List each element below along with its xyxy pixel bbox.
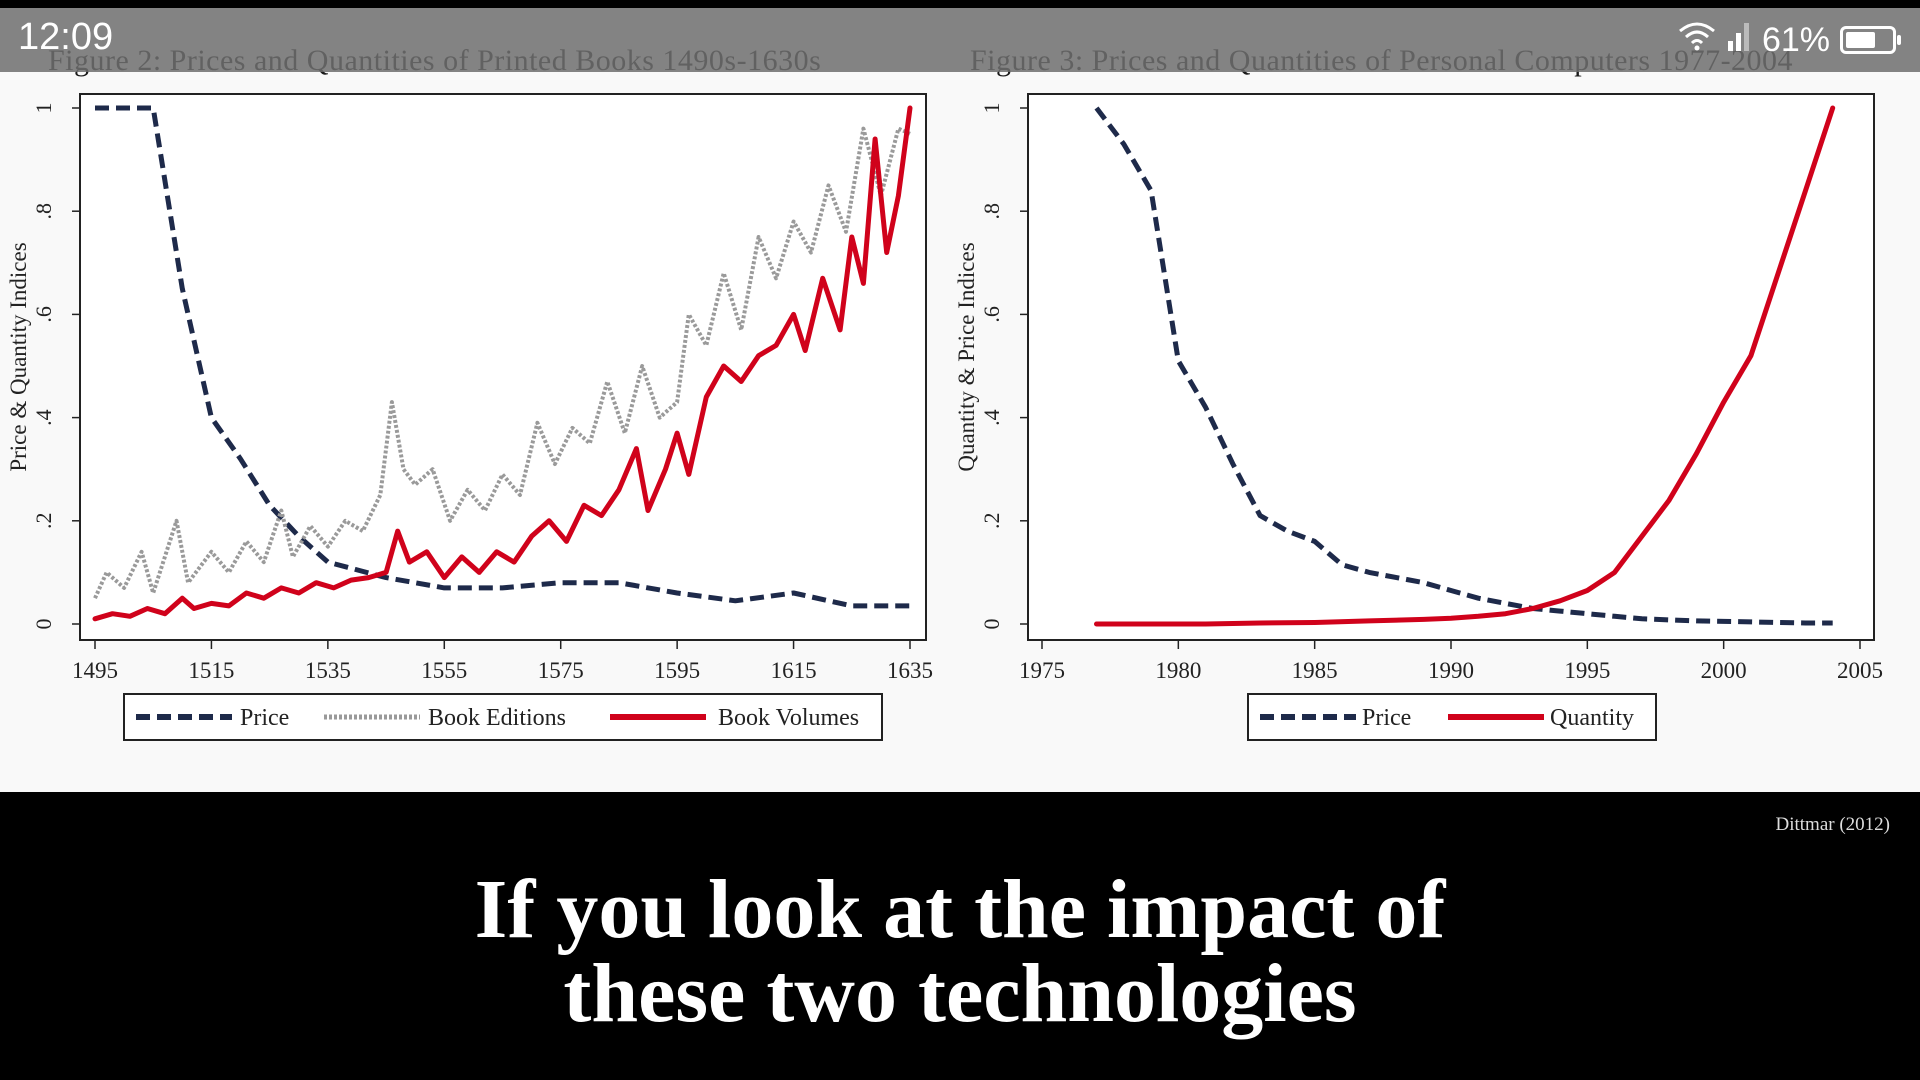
x-tick-label: 2000 [1701,658,1747,683]
legend-label: Price [1362,705,1411,731]
source-credit: Dittmar (2012) [1775,814,1890,835]
y-tick-label: .6 [31,306,56,323]
y-tick-label: 1 [31,103,56,114]
y-tick-label: .8 [31,203,56,220]
battery-icon [1840,26,1901,54]
x-tick-label: 1990 [1428,658,1474,683]
x-tick-label: 1515 [188,658,234,683]
y-tick-label: .4 [31,409,56,426]
series-line-book-volumes [92,105,913,622]
x-tick-label: 1535 [305,658,351,683]
y-tick-label: .6 [979,306,1004,323]
signal-icon [1726,21,1752,60]
legend-label: Price [240,705,289,731]
plot-area [79,93,927,641]
y-axis-label: Quantity & Price Indices [954,242,979,471]
status-time: 12:09 [18,16,114,58]
series-line-book-editions [93,126,911,600]
series-line-price [1094,106,1833,626]
x-tick-label: 1635 [887,658,933,683]
chart-books: 0 .2 .4 .6 .8 1 1495 1515 1535 1555 1575 1595 1615 16… [6,93,933,741]
legend [123,693,883,741]
legend-label: Quantity [1550,705,1634,731]
subtitle-caption: If you look at the impact of these two t… [0,868,1920,1036]
y-tick-label: 0 [979,619,1004,630]
y-tick-label: .8 [979,203,1004,220]
wifi-icon [1678,21,1716,60]
battery-percent: 61% [1761,20,1830,59]
x-tick-label: 1595 [654,658,700,683]
caption-line-2: these two technologies [563,947,1357,1040]
legend-label: Book Editions [428,705,566,731]
x-tick-label: 1495 [72,658,118,683]
y-tick-label: .4 [979,409,1004,426]
caption-line-1: If you look at the impact of [474,863,1446,956]
series-line-quantity [1094,105,1836,627]
x-tick-label: 1575 [538,658,584,683]
x-tick-label: 2005 [1837,658,1883,683]
legend-label: Book Volumes [718,705,859,731]
x-tick-label: 1980 [1155,658,1201,683]
y-tick-label: .2 [31,513,56,530]
y-axis-label: Price & Quantity Indices [6,242,31,471]
charts-canvas: 0 .2 .4 .6 .8 1 1495 1515 1535 1555 1575 1595 1615 16… [6,93,1883,741]
y-tick-label: .2 [979,513,1004,530]
x-tick-label: 1975 [1019,658,1065,683]
status-bar: 12:09 61% [0,8,1920,72]
plot-area [1027,93,1875,641]
y-tick-label: 1 [979,103,1004,114]
x-tick-label: 1615 [771,658,817,683]
x-tick-label: 1985 [1292,658,1338,683]
x-tick-label: 1555 [421,658,467,683]
chart-computers: 0 .2 .4 .6 .8 1 1975 1980 1985 1990 1995 2000 2005 Qu… [954,93,1883,741]
x-tick-label: 1995 [1564,658,1610,683]
status-icons: 61% [1678,18,1901,62]
y-tick-label: 0 [31,619,56,630]
